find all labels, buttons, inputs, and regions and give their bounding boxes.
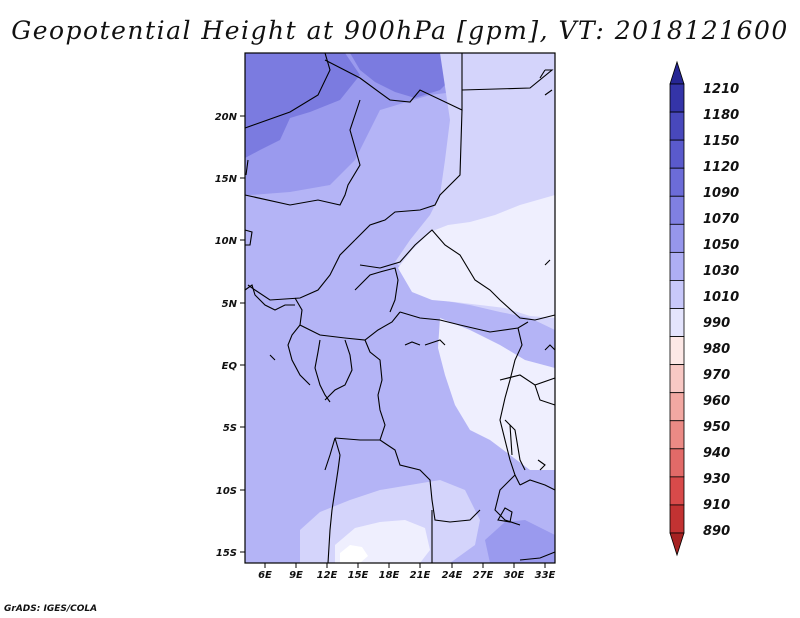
colorbar-segment [669,139,685,169]
field-1010-region-central [398,195,555,318]
colorbar-label: 1210 [703,82,739,97]
colorbar-label: 940 [703,446,730,461]
colorbar-segment [669,364,685,394]
colorbar-label: 950 [703,420,730,435]
colorbar-segment [669,111,685,141]
map-frame [244,52,556,564]
field-1090-region [245,53,360,158]
lat-label: 10S [216,486,237,497]
field-1070-region-southeast [485,520,555,563]
colorbar-label: 910 [703,498,730,513]
colorbar-segment [669,280,685,309]
field-below-1010-patch [340,545,368,563]
lon-label: 33E [535,570,556,581]
lon-label: 24E [442,570,463,581]
field-1010-region-east [438,318,555,470]
colorbar-segment [669,504,685,534]
colorbar-segment [669,83,685,113]
colorbar-segment [669,308,685,337]
colorbar-segment [669,476,685,506]
colorbar-label: 890 [703,524,730,539]
lon-label: 27E [473,570,494,581]
colorbar-segment [669,251,685,281]
colorbar-bottom-arrow [669,532,685,557]
lat-label: 15S [216,548,237,559]
grads-credit: GrADS: IGES/COLA [4,604,98,614]
lon-label: 6E [258,570,272,581]
colorbar-segment [669,392,685,422]
colorbar-label: 970 [703,368,730,383]
lon-label: 18E [379,570,400,581]
colorbar-segment [669,195,685,225]
lat-label: 10N [215,236,238,247]
lat-label: 15N [215,174,238,185]
colorbar-label: 1010 [703,290,739,305]
lat-label: 5S [223,423,237,434]
colorbar-label: 1090 [703,186,739,201]
colorbar-label: 980 [703,342,730,357]
lon-label: 30E [504,570,525,581]
colorbar-label: 1070 [703,212,739,227]
colorbar: 1210 1180 1150 1120 1090 1070 1050 1030 1010 990 9… [669,60,739,557]
lon-label: 21E [410,570,431,581]
colorbar-segment [669,167,685,197]
colorbar-segment [669,420,685,450]
lat-label: 20N [215,112,238,123]
lat-label: 5N [222,299,238,310]
colorbar-label: 960 [703,394,730,409]
map-panel [244,52,556,564]
colorbar-label: 1120 [703,160,739,175]
longitude-axis: 6E 9E 12E 15E 18E 21E 24E 27E 30E 33E [258,563,556,581]
colorbar-label: 1030 [703,264,739,279]
lat-label: EQ [222,361,238,372]
colorbar-segment [669,336,685,366]
colorbar-label: 1150 [703,134,739,149]
colorbar-label: 930 [703,472,730,487]
colorbar-segment [669,223,685,253]
lon-label: 15E [348,570,369,581]
colorbar-segment [669,448,685,478]
lon-label: 9E [289,570,303,581]
field-1090-region-north [350,53,460,98]
colorbar-label: 1180 [703,108,739,123]
lon-label: 12E [317,570,338,581]
latitude-axis: 20N 15N 10N 5N EQ 5S 10S 15S [215,112,245,559]
colorbar-top-arrow [669,60,685,85]
country-borders [244,52,556,564]
map-title: Geopotential Height at 900hPa [gpm], VT:… [11,16,789,45]
colorbar-label: 990 [703,316,730,331]
colorbar-label: 1050 [703,238,739,253]
